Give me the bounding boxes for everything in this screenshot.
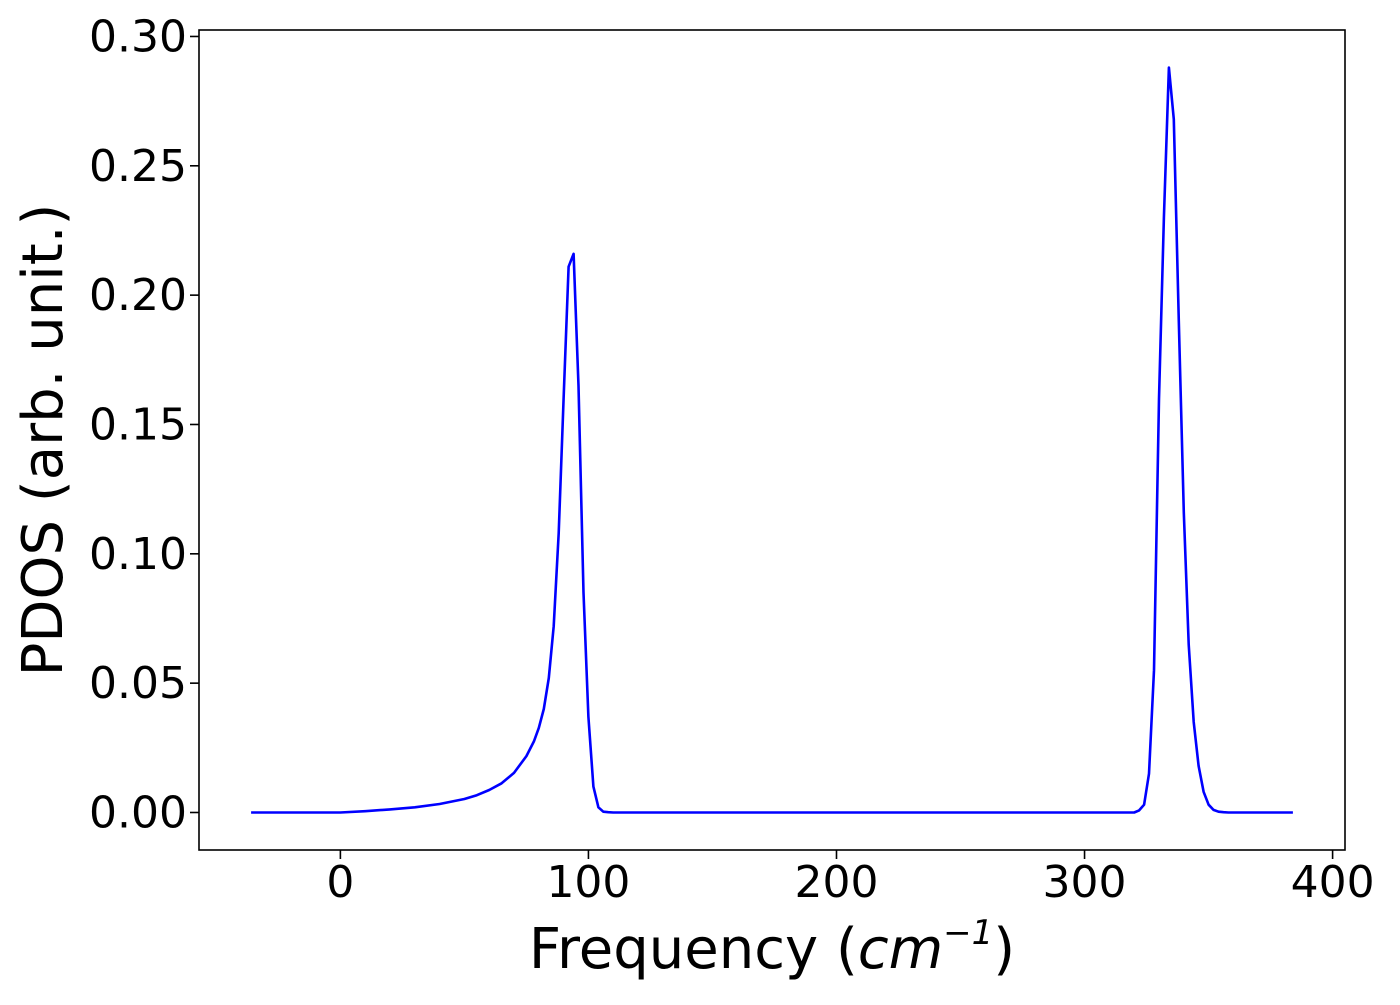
x-tick-label: 300 [1043,857,1127,908]
y-tick-label: 0.20 [89,270,187,321]
y-tick-label: 0.25 [89,141,187,192]
x-tick-label: 200 [795,857,879,908]
y-tick-label: 0.15 [89,399,187,450]
x-tick-label: 400 [1291,857,1375,908]
x-tick-label: 100 [546,857,630,908]
ticks-layer: 0 100 200 300 400 0.00 0.05 0.10 0.15 0.20 0.25 0.3… [89,11,1375,908]
y-tick-label: 0.30 [89,11,187,62]
x-tick-label: 0 [326,857,354,908]
pdos-series-line [251,66,1293,814]
series-layer [251,66,1293,814]
y-tick-label: 0.05 [89,658,187,709]
y-tick-label: 0.10 [89,529,187,580]
plot-area-frame [198,29,1346,851]
y-axis-title: PDOS (arb. unit.) [11,204,76,677]
y-tick-label: 0.00 [89,787,187,838]
x-axis-title: Frequency (cm−1) [529,913,1015,982]
